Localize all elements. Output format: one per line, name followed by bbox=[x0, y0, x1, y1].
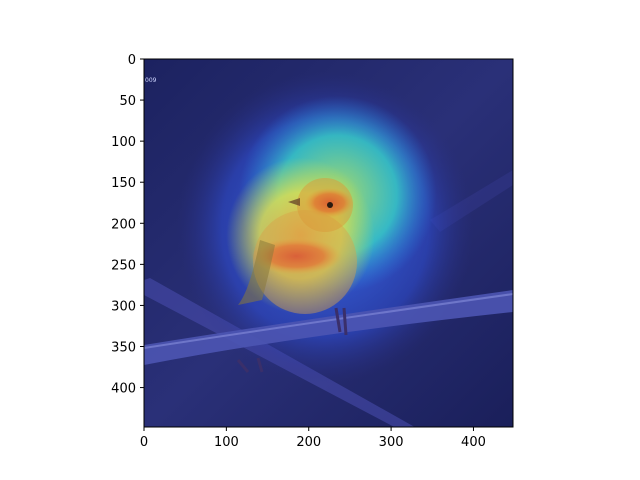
x-axis: 0 100 200 300 400 bbox=[140, 427, 486, 450]
bird-shape bbox=[238, 178, 357, 314]
bird-feet-shape bbox=[236, 307, 348, 373]
branch-shape bbox=[144, 290, 513, 365]
y-tick-label: 400 bbox=[111, 382, 136, 397]
x-tick-label: 300 bbox=[379, 435, 404, 450]
x-tick-label: 400 bbox=[461, 435, 486, 450]
y-axis: 0 50 100 150 200 250 300 350 400 bbox=[111, 53, 144, 397]
branch-highlight-shape bbox=[144, 293, 513, 349]
plot-area: 009 bbox=[144, 59, 513, 427]
y-tick-label: 0 bbox=[128, 53, 136, 68]
y-tick-label: 200 bbox=[111, 217, 136, 232]
axes-frame bbox=[143, 58, 514, 428]
y-tick-label: 350 bbox=[111, 341, 136, 356]
y-tick-label: 50 bbox=[119, 94, 136, 109]
image-watermark-text: 009 bbox=[145, 77, 157, 84]
x-tick-label: 0 bbox=[140, 435, 148, 450]
x-tick-label: 100 bbox=[214, 435, 239, 450]
y-tick-label: 300 bbox=[111, 299, 136, 314]
y-tick-label: 150 bbox=[111, 176, 136, 191]
x-tick-label: 200 bbox=[296, 435, 321, 450]
y-tick-label: 100 bbox=[111, 135, 136, 150]
y-tick-label: 250 bbox=[111, 258, 136, 273]
